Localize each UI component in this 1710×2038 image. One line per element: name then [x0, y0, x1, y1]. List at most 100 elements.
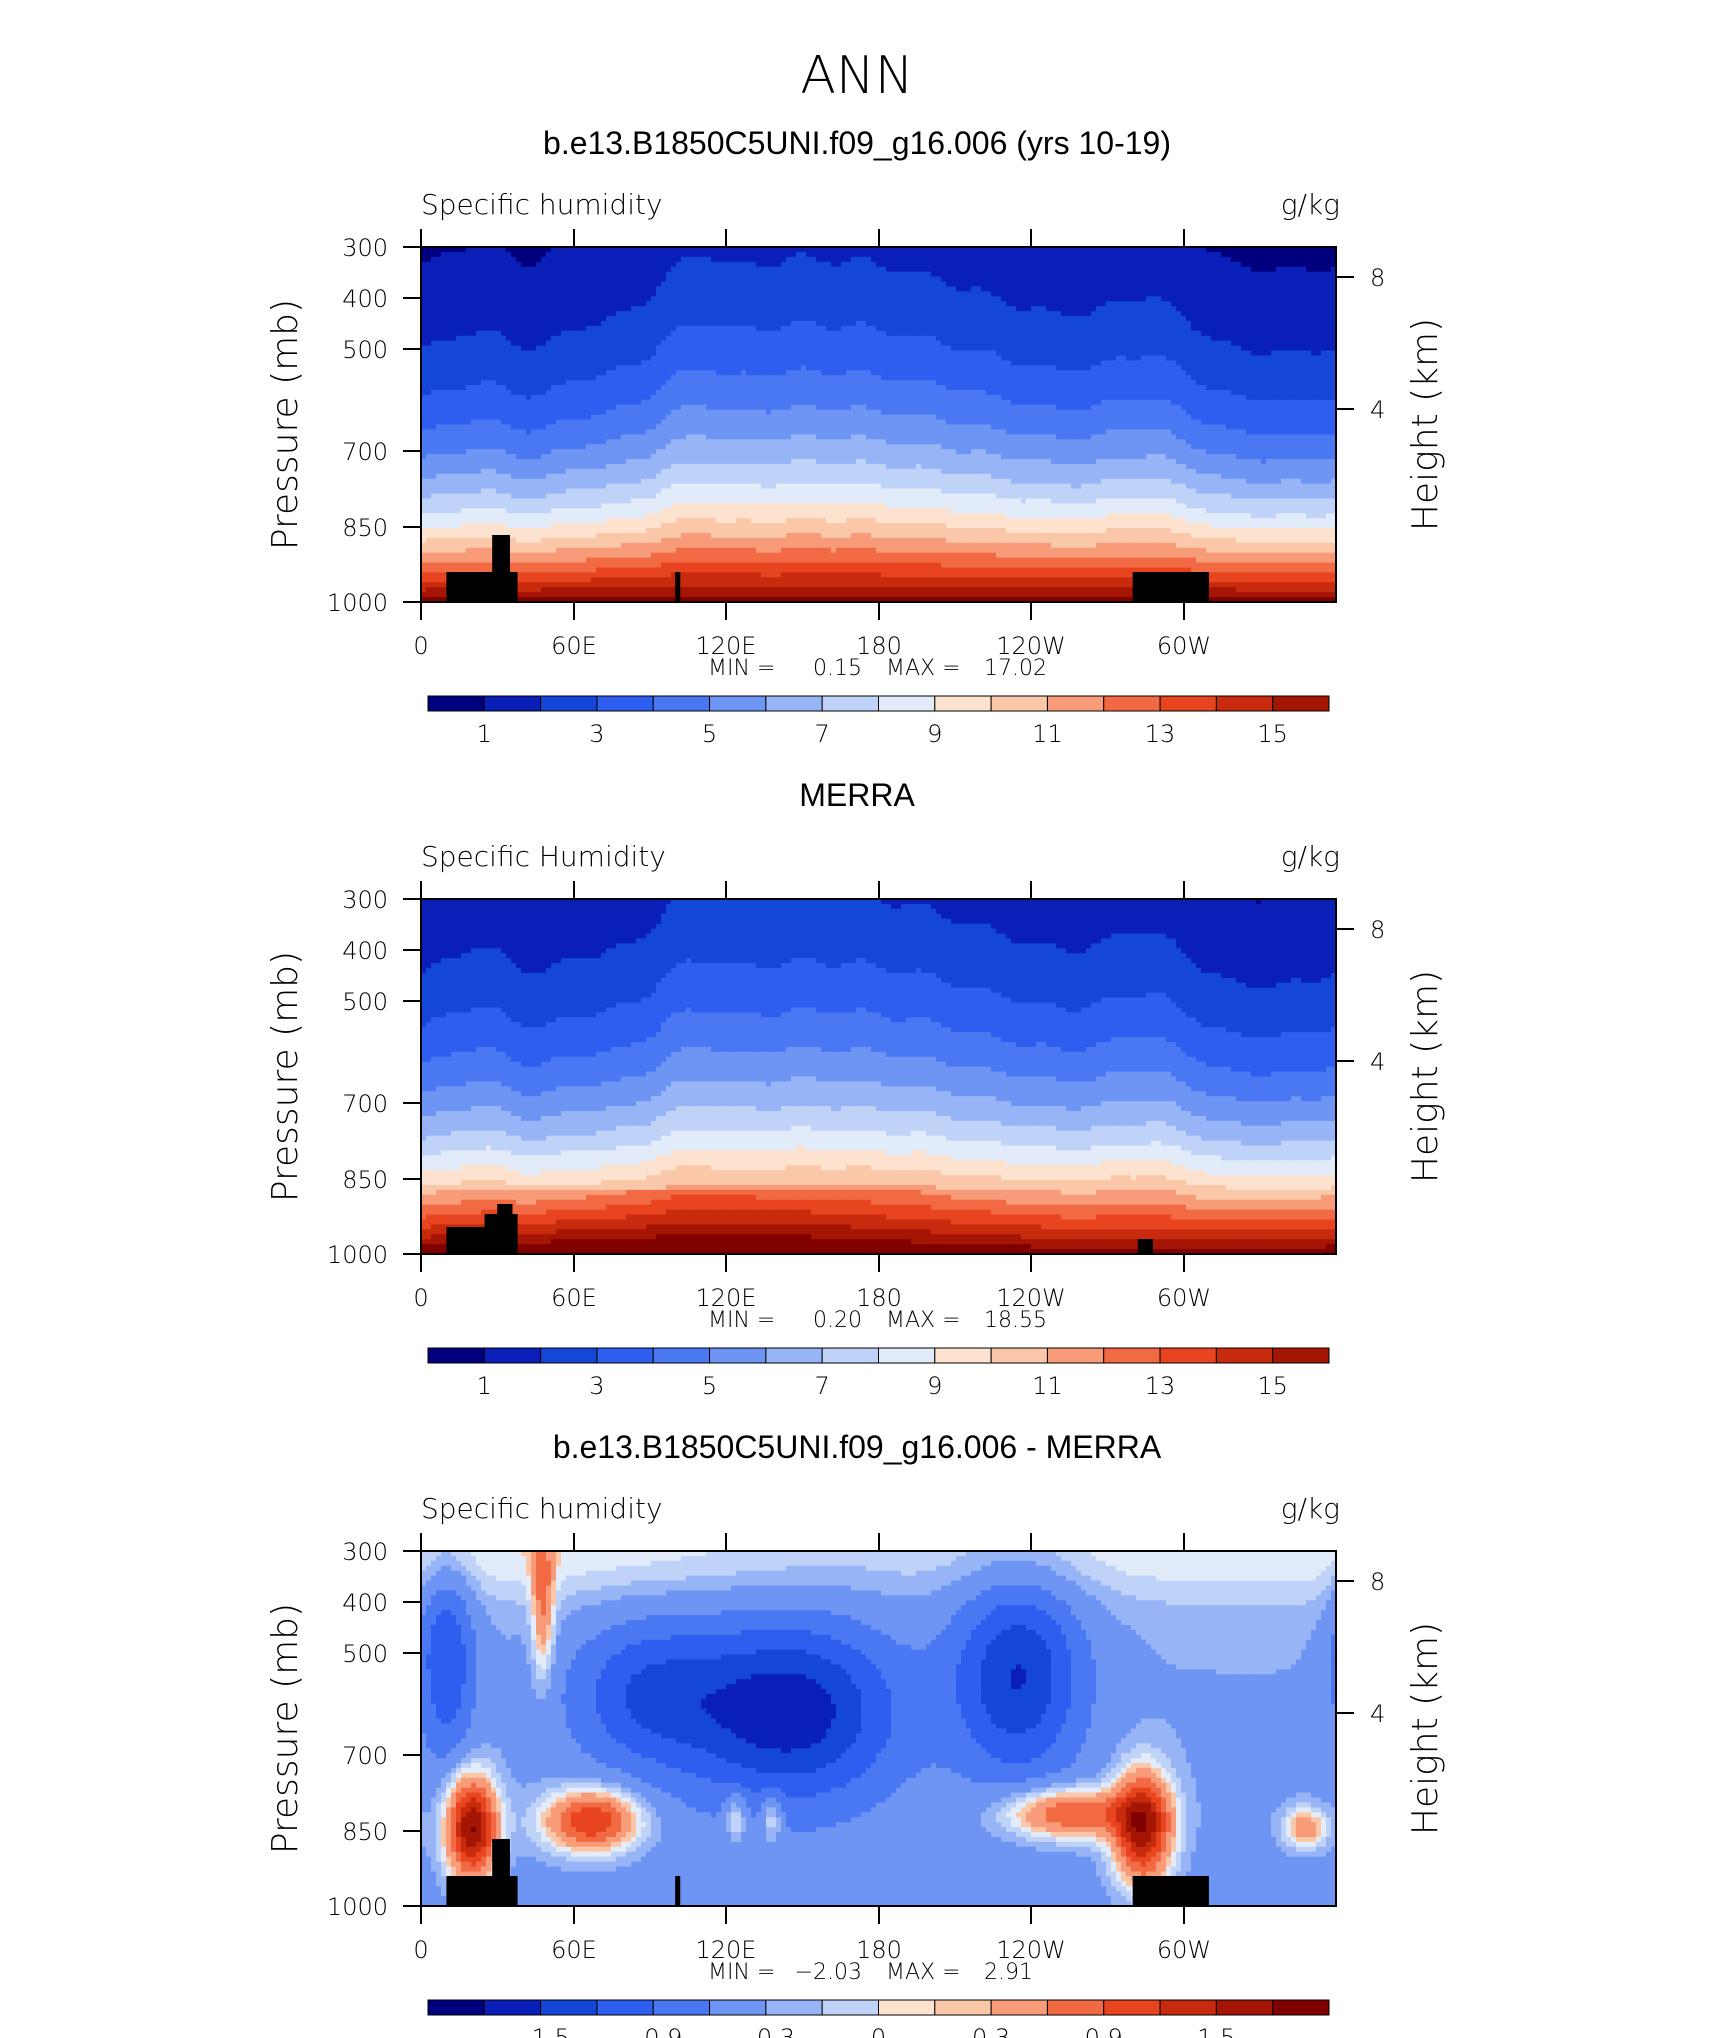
- field-cell: [476, 365, 482, 371]
- field-cell: [506, 360, 512, 366]
- field-cell: [876, 340, 882, 347]
- field-cell: [1131, 266, 1137, 273]
- field-cell: [481, 251, 487, 258]
- field-cell: [1211, 330, 1217, 337]
- field-cell: [931, 365, 937, 371]
- field-cell: [1111, 251, 1117, 258]
- field-cell: [531, 345, 537, 352]
- field-cell: [1151, 306, 1157, 312]
- field-cell: [486, 345, 492, 352]
- field-cell: [1251, 345, 1257, 352]
- field-cell: [696, 301, 702, 307]
- field-cell: [1011, 266, 1017, 273]
- field-cell: [546, 306, 552, 312]
- field-cell: [826, 345, 832, 352]
- field-cell: [511, 291, 517, 297]
- field-cell: [1261, 276, 1267, 283]
- field-cell: [681, 276, 687, 283]
- field-cell: [1281, 350, 1287, 357]
- field-cell: [726, 345, 732, 352]
- field-cell: [436, 320, 442, 327]
- field-cell: [811, 286, 817, 292]
- field-cell: [1001, 271, 1007, 278]
- field-cell: [1186, 355, 1192, 361]
- field-cell: [616, 325, 622, 332]
- field-cell: [1001, 375, 1007, 381]
- field-cell: [721, 335, 727, 342]
- field-cell: [1236, 330, 1242, 337]
- field-cell: [751, 340, 757, 347]
- field-cell: [561, 306, 567, 312]
- field-cell: [651, 251, 657, 258]
- field-cell: [996, 281, 1002, 288]
- field-cell: [641, 380, 647, 386]
- field-cell: [681, 320, 687, 327]
- field-cell: [956, 335, 962, 342]
- field-cell: [861, 261, 867, 268]
- field-cell: [576, 247, 582, 253]
- field-cell: [736, 286, 742, 292]
- field-cell: [506, 355, 512, 361]
- field-cell: [586, 330, 592, 337]
- field-cell: [631, 291, 637, 297]
- field-cell: [1226, 266, 1232, 273]
- field-cell: [906, 271, 912, 278]
- field-cell: [996, 261, 1002, 268]
- field-cell: [521, 247, 527, 253]
- field-cell: [1206, 316, 1212, 322]
- field-cell: [1026, 365, 1032, 371]
- field-cell: [616, 247, 622, 253]
- field-cell: [806, 256, 812, 263]
- field-cell: [941, 251, 947, 258]
- field-cell: [671, 325, 677, 332]
- field-cell: [981, 335, 987, 342]
- field-cell: [1101, 330, 1107, 337]
- field-cell: [591, 271, 597, 278]
- field-cell: [1141, 320, 1147, 327]
- field-cell: [1051, 370, 1057, 376]
- field-cell: [481, 291, 487, 297]
- field-cell: [646, 256, 652, 263]
- field-cell: [1316, 370, 1322, 376]
- field-cell: [1256, 355, 1262, 361]
- field-cell: [1321, 306, 1327, 312]
- field-cell: [896, 266, 902, 273]
- field-cell: [1261, 350, 1267, 357]
- field-cell: [956, 370, 962, 376]
- field-cell: [706, 335, 712, 342]
- field-cell: [896, 301, 902, 307]
- field-cell: [556, 345, 562, 352]
- field-cell: [1036, 345, 1042, 352]
- field-cell: [976, 335, 982, 342]
- field-cell: [1061, 266, 1067, 273]
- field-cell: [561, 355, 567, 361]
- field-cell: [886, 340, 892, 347]
- field-cell: [786, 360, 792, 366]
- field-cell: [741, 320, 747, 327]
- field-cell: [1106, 355, 1112, 361]
- field-cell: [711, 355, 717, 361]
- field-cell: [1196, 271, 1202, 278]
- field-cell: [921, 266, 927, 273]
- field-cell: [1221, 247, 1227, 253]
- field-cell: [1066, 296, 1072, 302]
- field-cell: [1261, 301, 1267, 307]
- field-cell: [1326, 311, 1332, 317]
- field-cell: [796, 291, 802, 297]
- field-cell: [1311, 247, 1317, 253]
- field-cell: [846, 340, 852, 347]
- field-cell: [641, 266, 647, 273]
- field-cell: [946, 345, 952, 352]
- field-cell: [971, 335, 977, 342]
- field-cell: [441, 301, 447, 307]
- field-cell: [1006, 325, 1012, 332]
- field-cell: [1226, 301, 1232, 307]
- field-cell: [851, 256, 857, 263]
- field-cell: [1076, 266, 1082, 273]
- field-cell: [681, 370, 687, 376]
- field-cell: [481, 311, 487, 317]
- field-cell: [1151, 345, 1157, 352]
- field-cell: [831, 271, 837, 278]
- field-cell: [1036, 320, 1042, 327]
- field-cell: [526, 261, 532, 268]
